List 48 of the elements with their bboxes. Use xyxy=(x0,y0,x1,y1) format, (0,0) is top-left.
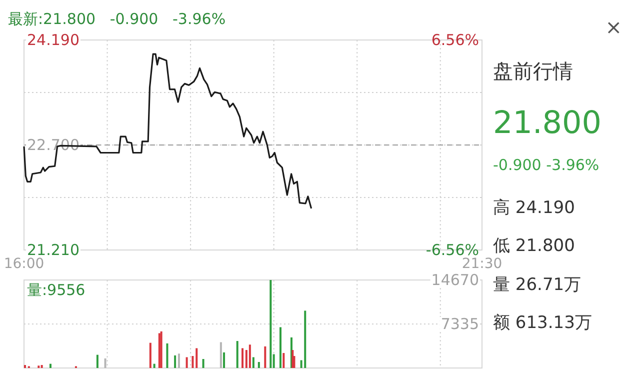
bar xyxy=(49,364,52,368)
y2-tick-label: 6.56% xyxy=(431,31,479,49)
text: 低 21.800 xyxy=(493,236,575,256)
bar xyxy=(178,354,180,368)
bar xyxy=(192,356,194,368)
bar xyxy=(174,355,176,368)
chart-title: 最新:21.800 -0.900 -3.96% xyxy=(8,10,226,28)
x-tick-label: 21:30 xyxy=(462,256,502,272)
y-tick-label: 14670 xyxy=(431,271,479,289)
bar xyxy=(96,354,98,368)
text: 盘前行情 xyxy=(493,59,573,83)
bar xyxy=(24,365,26,368)
y-tick-label: 22.700 xyxy=(27,136,80,154)
y2-tick-label: -6.56% xyxy=(426,241,479,259)
bar xyxy=(282,353,285,368)
line-series xyxy=(23,53,312,210)
bar xyxy=(248,344,251,368)
bar xyxy=(196,348,198,368)
bar xyxy=(158,333,160,368)
bar xyxy=(252,357,254,368)
bar xyxy=(223,352,226,368)
bar xyxy=(186,357,188,368)
bar xyxy=(242,348,244,368)
text: 额 613.13万 xyxy=(493,313,592,333)
bar xyxy=(304,310,306,368)
text: 高 24.190 xyxy=(493,198,575,218)
x-tick-label: 16:00 xyxy=(4,256,44,272)
bar xyxy=(264,346,266,368)
bar xyxy=(40,365,43,368)
bar xyxy=(220,342,222,368)
bar xyxy=(270,280,272,368)
text: × xyxy=(605,15,622,39)
y-tick-label: 21.210 xyxy=(27,241,80,259)
text: 21.800 xyxy=(493,105,602,141)
bar xyxy=(279,327,282,368)
bar xyxy=(153,364,156,368)
text: -0.900 -3.96% xyxy=(493,156,600,174)
text: 量 26.71万 xyxy=(493,275,582,295)
bar xyxy=(236,341,238,368)
bar xyxy=(166,343,168,368)
bar xyxy=(160,331,162,368)
bar xyxy=(258,362,260,368)
chart-title: 量:9556 xyxy=(27,281,86,299)
bar xyxy=(104,358,106,368)
bar xyxy=(202,359,204,368)
bar xyxy=(149,342,152,368)
y-tick-label: 24.190 xyxy=(27,31,80,49)
y-tick-label: 7335 xyxy=(440,315,479,333)
